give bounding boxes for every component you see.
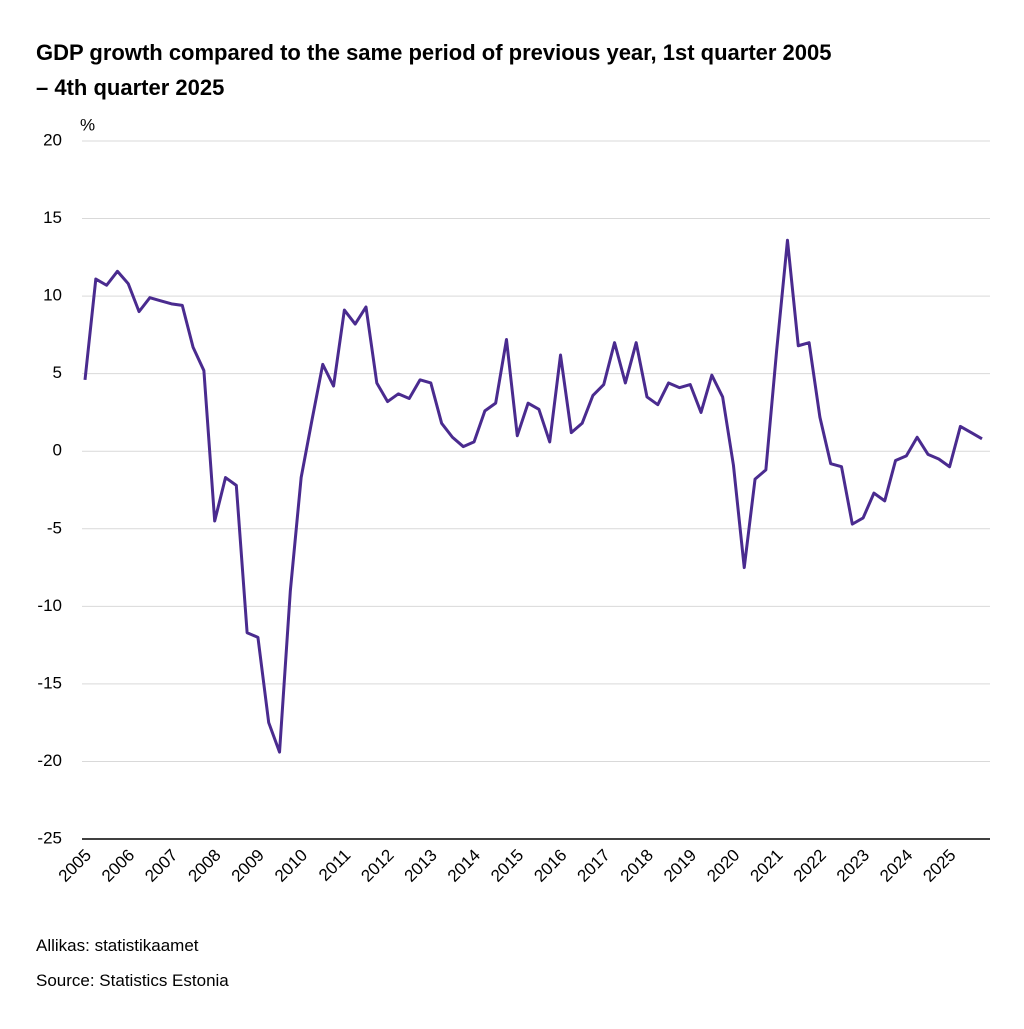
x-tick-label: 2021 [746,846,786,886]
y-tick-label: 15 [43,208,62,227]
x-tick-label: 2017 [574,846,614,886]
y-tick-label: -5 [47,518,62,537]
x-tick-label: 2006 [98,846,138,886]
x-tick-label: 2022 [790,846,830,886]
x-tick-label: 2008 [185,846,225,886]
x-tick-label: 2025 [919,846,959,886]
x-tick-label: 2011 [315,846,354,885]
y-tick-label: -10 [37,596,62,615]
x-tick-label: 2020 [703,846,743,886]
x-tick-label: 2016 [530,846,570,886]
x-tick-label: 2024 [876,846,916,886]
y-tick-label: 10 [43,286,62,305]
chart-subtitle: – 4th quarter 2025 [36,75,224,100]
x-tick-label: 2005 [55,846,95,886]
y-tick-label: -15 [37,673,62,692]
x-tick-label: 2010 [271,846,311,886]
y-tick-label: -25 [37,828,62,847]
y-tick-label: 5 [53,363,62,382]
x-tick-label: 2009 [228,846,268,886]
x-tick-label: 2013 [401,846,441,886]
y-tick-label: 20 [43,130,62,149]
source-local: Allikas: statistikaamet [36,936,199,955]
x-tick-label: 2012 [357,846,397,886]
x-tick-label: 2023 [833,846,873,886]
x-tick-label: 2014 [444,846,484,886]
x-tick-label: 2019 [660,846,700,886]
source: Source: Statistics Estonia [36,971,229,990]
chart-title: GDP growth compared to the same period o… [36,40,832,65]
y-axis-label: % [80,115,95,134]
x-tick-label: 2018 [617,846,657,886]
x-tick-label: 2015 [487,846,527,886]
data-line [83,238,983,754]
y-tick-label: 0 [53,441,62,460]
y-tick-label: -20 [37,751,62,770]
x-tick-label: 2007 [141,846,181,886]
